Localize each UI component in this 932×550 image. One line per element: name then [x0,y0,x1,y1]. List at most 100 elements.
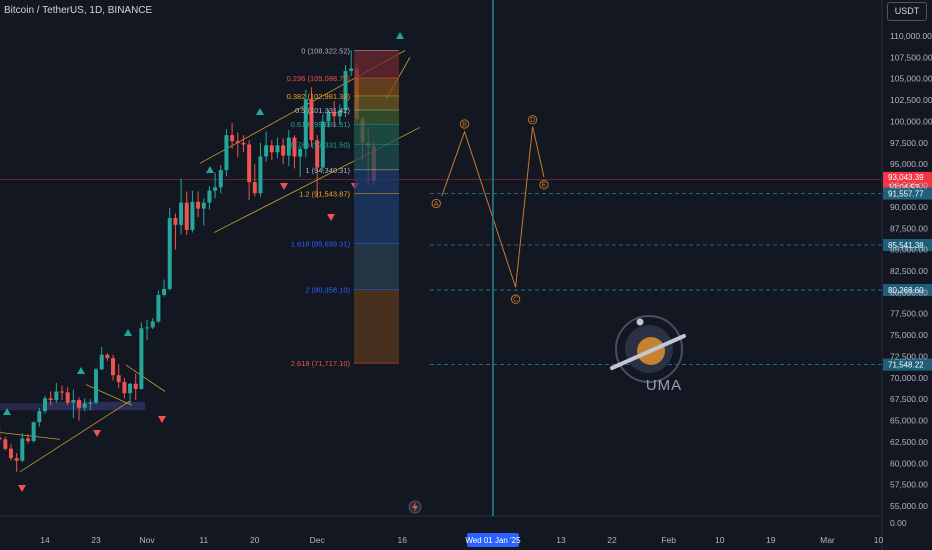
logo-ring [615,315,683,383]
fib-level-label: 0.382 (102,981.32) [287,92,351,101]
logo-swoosh [610,334,686,370]
fib-band [354,193,399,244]
candle-body [105,354,110,359]
wave-label-circle [459,119,470,129]
candle-body [196,201,201,209]
candle-body [31,422,36,442]
target-level-label: 91,557.77 [888,190,924,199]
wave-label: C [513,297,518,304]
price-tick-label: 75,000.00 [890,330,928,340]
candle-body [128,383,133,394]
support-zone [0,403,45,411]
price-tick-label: 80,000.00 [890,287,928,297]
price-tick-label: 0.00 [890,518,907,528]
price-axis[interactable]: 110,000.00 107,500.00 105,000.00 102,500.00… [881,0,932,550]
candle-body [320,121,325,168]
candle-body [184,202,189,230]
fib-level-label: 1.2 (91,543.87) [299,190,350,199]
target-level-badge [883,358,932,371]
candle-body [65,392,70,403]
candle-body [3,439,8,449]
fib-level-label: 1 (94,340.31) [305,166,350,175]
candle-body [247,144,252,183]
wave-label-circle [527,115,538,125]
wave-label-circle [431,198,441,209]
candle-body [281,145,286,156]
candle-body [60,391,65,393]
channel-line [85,384,133,406]
candle-body [179,202,184,225]
target-level-badge [883,239,932,252]
pivot-low-marker [280,183,288,190]
candle-body [8,448,13,459]
fib-level-label: 2.618 (71,717.10) [291,359,351,368]
fib-band [354,110,399,125]
currency-button[interactable]: USDT [887,2,927,21]
candle-body [167,218,172,289]
price-tick-label: 72,500.00 [890,351,928,361]
candle-body [303,99,308,149]
time-tick-label: 11 [199,535,208,545]
wave-label-circle [510,294,521,304]
price-tick-label: 97,500.00 [890,138,928,148]
candle-body [54,391,59,401]
pivot-high-marker [77,367,85,374]
time-tick-label: 19 [766,535,776,545]
time-tick-label: 16 [397,535,407,545]
wave-label: D [530,117,535,124]
candle-body [218,170,223,188]
candle-body [48,398,53,401]
candle-body [224,135,229,171]
time-axis[interactable]: 14 23 Nov 11 20 Dec 16 Wed 01 Jan '25 13 22 Feb 10 1… [0,0,883,547]
price-tick-label: 65,000.00 [890,416,928,426]
price-tick-label: 55,000.00 [890,501,928,511]
fib-band [354,95,399,111]
candle-body [292,137,297,157]
price-tick-label: 67,500.00 [890,394,928,404]
candle-body [298,148,303,157]
candle-body [173,218,178,225]
wave-label: E [542,182,547,189]
candle-body [88,402,93,404]
candle-body [235,141,240,143]
candle-body [309,99,314,141]
fib-level-label: 0.786 (97,331.50) [291,140,351,149]
pivot-high-marker [396,32,404,39]
wave-projection: A B C D E [431,115,549,304]
price-tick-label: 57,500.00 [890,480,928,490]
candle-body [269,145,274,153]
time-tick-label: 14 [40,535,50,545]
candle-body [111,358,116,376]
candle-body [94,369,99,403]
candle-body [326,112,331,122]
candle-body [349,68,354,72]
price-tick-label: 82,500.00 [890,266,928,276]
pivot-high-marker [256,108,264,115]
candle-body [25,438,30,442]
logo-text: UMA [646,377,682,394]
lightning-glyph [412,502,418,512]
countdown-label: 12:04:53 [888,183,920,192]
crosshair-date-label: Wed 01 Jan '25 [465,536,521,545]
time-tick-label: Feb [661,535,676,545]
candle-body [20,438,25,461]
fib-level-label: 2 (80,358.10) [305,285,350,294]
channel-line [19,400,131,473]
candle-body [264,145,269,157]
time-tick-label: 20 [250,535,260,545]
target-level-label: 71,548.22 [888,361,924,370]
pivot-high-marker [206,166,214,173]
fibonacci-extension: 0 (108,322.52) 0.236 (105,088.72) 0.382 (1… [287,46,399,368]
crosshair-date-badge [466,533,519,547]
pivot-low-marker [327,214,335,221]
candle-body [82,403,87,408]
fib-band [354,77,399,96]
wave-path [441,126,545,288]
candle-body [343,71,348,111]
fib-band [354,243,399,290]
candle-body [145,327,150,329]
candle-body [150,321,155,328]
candle-body [332,112,337,117]
